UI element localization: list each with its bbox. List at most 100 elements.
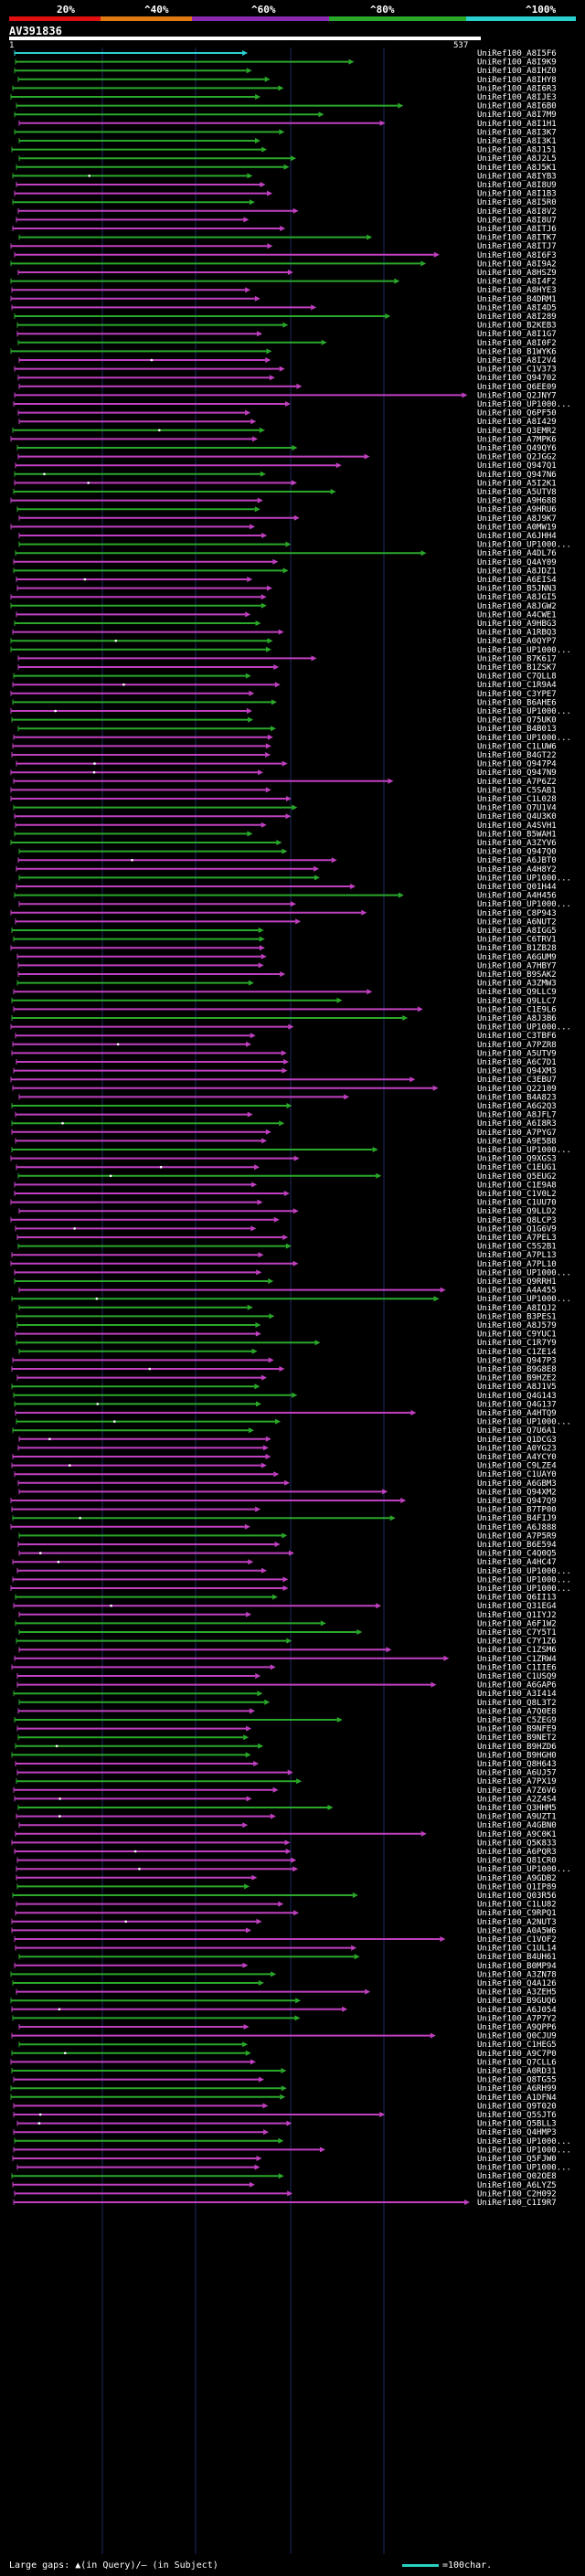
hit-label[interactable]: UniRef100_A7MPK6 <box>477 435 557 444</box>
hit-row[interactable]: UniRef100_Q03R56 <box>12 1892 557 1901</box>
hit-label[interactable]: UniRef100_UP1000... <box>477 1575 571 1585</box>
hit-row[interactable]: UniRef100_C1UAY0 <box>14 1470 557 1479</box>
hit-row[interactable]: UniRef100_A6GAP6 <box>16 1681 557 1691</box>
hit-label[interactable]: UniRef100_A8J3B6 <box>477 1014 557 1023</box>
hit-label[interactable]: UniRef100_UP1000... <box>477 734 571 743</box>
hit-label[interactable]: UniRef100_A7Q0E8 <box>477 1707 557 1716</box>
hit-label[interactable]: UniRef100_Q2JGG2 <box>477 453 557 462</box>
hit-row[interactable]: UniRef100_A4DL76 <box>15 549 557 558</box>
hit-row[interactable]: UniRef100_Q94702 <box>17 374 557 383</box>
hit-row[interactable]: UniRef100_A8I4D5 <box>11 303 557 313</box>
hit-label[interactable]: UniRef100_B3PES1 <box>477 1312 557 1321</box>
hit-label[interactable]: UniRef100_A7PX19 <box>477 1777 557 1786</box>
hit-label[interactable]: UniRef100_A6GBM3 <box>477 1479 557 1489</box>
hit-row[interactable]: UniRef100_C4Q0Q5 <box>18 1550 557 1559</box>
hit-row[interactable]: UniRef100_C9RPQ1 <box>15 1909 557 1918</box>
hit-row[interactable]: UniRef100_A8IHY8 <box>17 76 557 85</box>
hit-label[interactable]: UniRef100_A6C7D1 <box>477 1058 557 1067</box>
hit-row[interactable]: UniRef100_A6G2Q3 <box>11 1102 557 1111</box>
hit-row[interactable]: UniRef100_A0RD31 <box>11 2067 557 2076</box>
hit-label[interactable]: UniRef100_B9NET2 <box>477 1733 557 1743</box>
hit-label[interactable]: UniRef100_Q9LLC7 <box>477 997 557 1006</box>
hit-row[interactable]: UniRef100_A8J151 <box>11 146 557 155</box>
hit-label[interactable]: UniRef100_C1E9A8 <box>477 1181 557 1190</box>
hit-label[interactable]: UniRef100_Q5EUG2 <box>477 1172 557 1182</box>
hit-label[interactable]: UniRef100_Q8TG55 <box>477 2076 557 2085</box>
hit-row[interactable]: UniRef100_Q1IYJ2 <box>18 1611 557 1620</box>
hit-row[interactable]: UniRef100_Q31EG4 <box>13 1602 557 1611</box>
hit-label[interactable]: UniRef100_A8J5K1 <box>477 164 557 173</box>
hit-label[interactable]: UniRef100_A6PQR3 <box>477 1848 557 1857</box>
hit-label[interactable]: UniRef100_A4HTQ9 <box>477 1409 557 1418</box>
hit-label[interactable]: UniRef100_Q4G143 <box>477 1392 557 1401</box>
hit-label[interactable]: UniRef100_A8J151 <box>477 146 557 155</box>
hit-row[interactable]: UniRef100_B9G8E8 <box>11 1365 557 1374</box>
hit-label[interactable]: UniRef100_A8I1G7 <box>477 330 557 339</box>
hit-row[interactable]: UniRef100_C1IIE6 <box>11 1663 557 1672</box>
hit-row[interactable]: UniRef100_Q5BLL3 <box>16 2120 557 2129</box>
hit-row[interactable]: UniRef100_A6GBM3 <box>17 1479 557 1489</box>
hit-label[interactable]: UniRef100_A9C0K1 <box>477 1830 557 1839</box>
hit-row[interactable]: UniRef100_A7PZR8 <box>12 1041 557 1050</box>
hit-label[interactable]: UniRef100_C1EUG1 <box>477 1163 557 1172</box>
hit-row[interactable]: UniRef100_A8IGG5 <box>11 927 557 936</box>
hit-label[interactable]: UniRef100_A8J2L5 <box>477 154 557 164</box>
hit-label[interactable]: UniRef100_A9QPP6 <box>477 2023 557 2032</box>
hit-row[interactable]: UniRef100_B5JNN3 <box>16 585 557 594</box>
hit-label[interactable]: UniRef100_B9GUQ6 <box>477 1997 557 2006</box>
hit-label[interactable]: UniRef100_A6GUM9 <box>477 953 557 962</box>
hit-label[interactable]: UniRef100_Q94702 <box>477 374 557 383</box>
hit-label[interactable]: UniRef100_Q947Q9 <box>477 1497 557 1506</box>
hit-row[interactable]: UniRef100_UP1000... <box>16 1418 571 1427</box>
hit-row[interactable]: UniRef100_Q94XM3 <box>13 1067 557 1076</box>
hit-row[interactable]: UniRef100_Q947P4 <box>16 760 557 769</box>
hit-label[interactable]: UniRef100_Q01H44 <box>477 883 557 892</box>
hit-row[interactable]: UniRef100_A4GBN0 <box>18 1821 557 1830</box>
hit-row[interactable]: UniRef100_Q6EE09 <box>18 383 557 392</box>
hit-row[interactable]: UniRef100_B9HZD6 <box>15 1743 557 1752</box>
hit-row[interactable]: UniRef100_UP1000... <box>11 1146 571 1155</box>
hit-row[interactable]: UniRef100_A8I7M9 <box>14 111 557 120</box>
hit-row[interactable]: UniRef100_Q1DCG3 <box>18 1436 557 1445</box>
hit-row[interactable]: UniRef100_B6E594 <box>17 1541 557 1550</box>
hit-label[interactable]: UniRef100_A8I4D5 <box>477 303 557 313</box>
hit-label[interactable]: UniRef100_A8I6R3 <box>477 84 557 93</box>
hit-row[interactable]: UniRef100_Q4G137 <box>14 1400 557 1409</box>
hit-label[interactable]: UniRef100_Q03R56 <box>477 1892 557 1901</box>
hit-label[interactable]: UniRef100_B2KEB3 <box>477 322 557 331</box>
hit-row[interactable]: UniRef100_A5UTV9 <box>11 1049 557 1058</box>
hit-label[interactable]: UniRef100_UP1000... <box>477 1418 571 1427</box>
hit-label[interactable]: UniRef100_Q4A126 <box>477 1979 557 1988</box>
hit-row[interactable]: UniRef100_A8ITK7 <box>18 234 557 243</box>
hit-label[interactable]: UniRef100_Q81CR0 <box>477 1857 557 1866</box>
hit-label[interactable]: UniRef100_UP1000... <box>477 1585 571 1594</box>
hit-row[interactable]: UniRef100_A8J1V5 <box>11 1383 557 1392</box>
hit-row[interactable]: UniRef100_A8I6B0 <box>16 102 557 111</box>
hit-row[interactable]: UniRef100_A8JFL7 <box>15 1111 557 1120</box>
hit-label[interactable]: UniRef100_A8J579 <box>477 1321 557 1330</box>
hit-row[interactable]: UniRef100_Q22109 <box>12 1085 557 1094</box>
hit-label[interactable]: UniRef100_A0QYP7 <box>477 637 557 646</box>
hit-label[interactable]: UniRef100_A4A455 <box>477 1287 557 1296</box>
hit-label[interactable]: UniRef100_A7PL13 <box>477 1251 557 1260</box>
hit-row[interactable]: UniRef100_B1WYK6 <box>10 347 557 356</box>
hit-row[interactable]: UniRef100_A8I9K9 <box>15 58 557 68</box>
hit-row[interactable]: UniRef100_A2Z4S4 <box>14 1795 557 1804</box>
hit-label[interactable]: UniRef100_A8I3K1 <box>477 137 557 146</box>
hit-label[interactable]: UniRef100_B1ZB28 <box>477 944 557 953</box>
hit-row[interactable]: UniRef100_B9GUQ6 <box>10 1997 557 2006</box>
hit-label[interactable]: UniRef100_A9UZT1 <box>477 1813 557 1822</box>
hit-label[interactable]: UniRef100_B4UH61 <box>477 1953 557 1962</box>
hit-label[interactable]: UniRef100_A8I9K9 <box>477 58 557 68</box>
hit-row[interactable]: UniRef100_B4GT22 <box>11 751 557 760</box>
hit-label[interactable]: UniRef100_Q8L3T2 <box>477 1699 557 1708</box>
hit-row[interactable]: UniRef100_Q7CLL6 <box>10 2058 557 2067</box>
hit-label[interactable]: UniRef100_A5UTV8 <box>477 488 557 497</box>
hit-row[interactable]: UniRef100_B4DRM1 <box>10 295 557 304</box>
hit-row[interactable]: UniRef100_Q1G6V9 <box>15 1224 557 1234</box>
hit-row[interactable]: UniRef100_A6I8R3 <box>11 1119 557 1129</box>
hit-label[interactable]: UniRef100_A6LYZ5 <box>477 2181 557 2190</box>
hit-label[interactable]: UniRef100_A3I414 <box>477 1690 557 1699</box>
hit-row[interactable]: UniRef100_A4YCY0 <box>12 1453 557 1462</box>
hit-row[interactable]: UniRef100_UP1000... <box>11 1295 571 1304</box>
